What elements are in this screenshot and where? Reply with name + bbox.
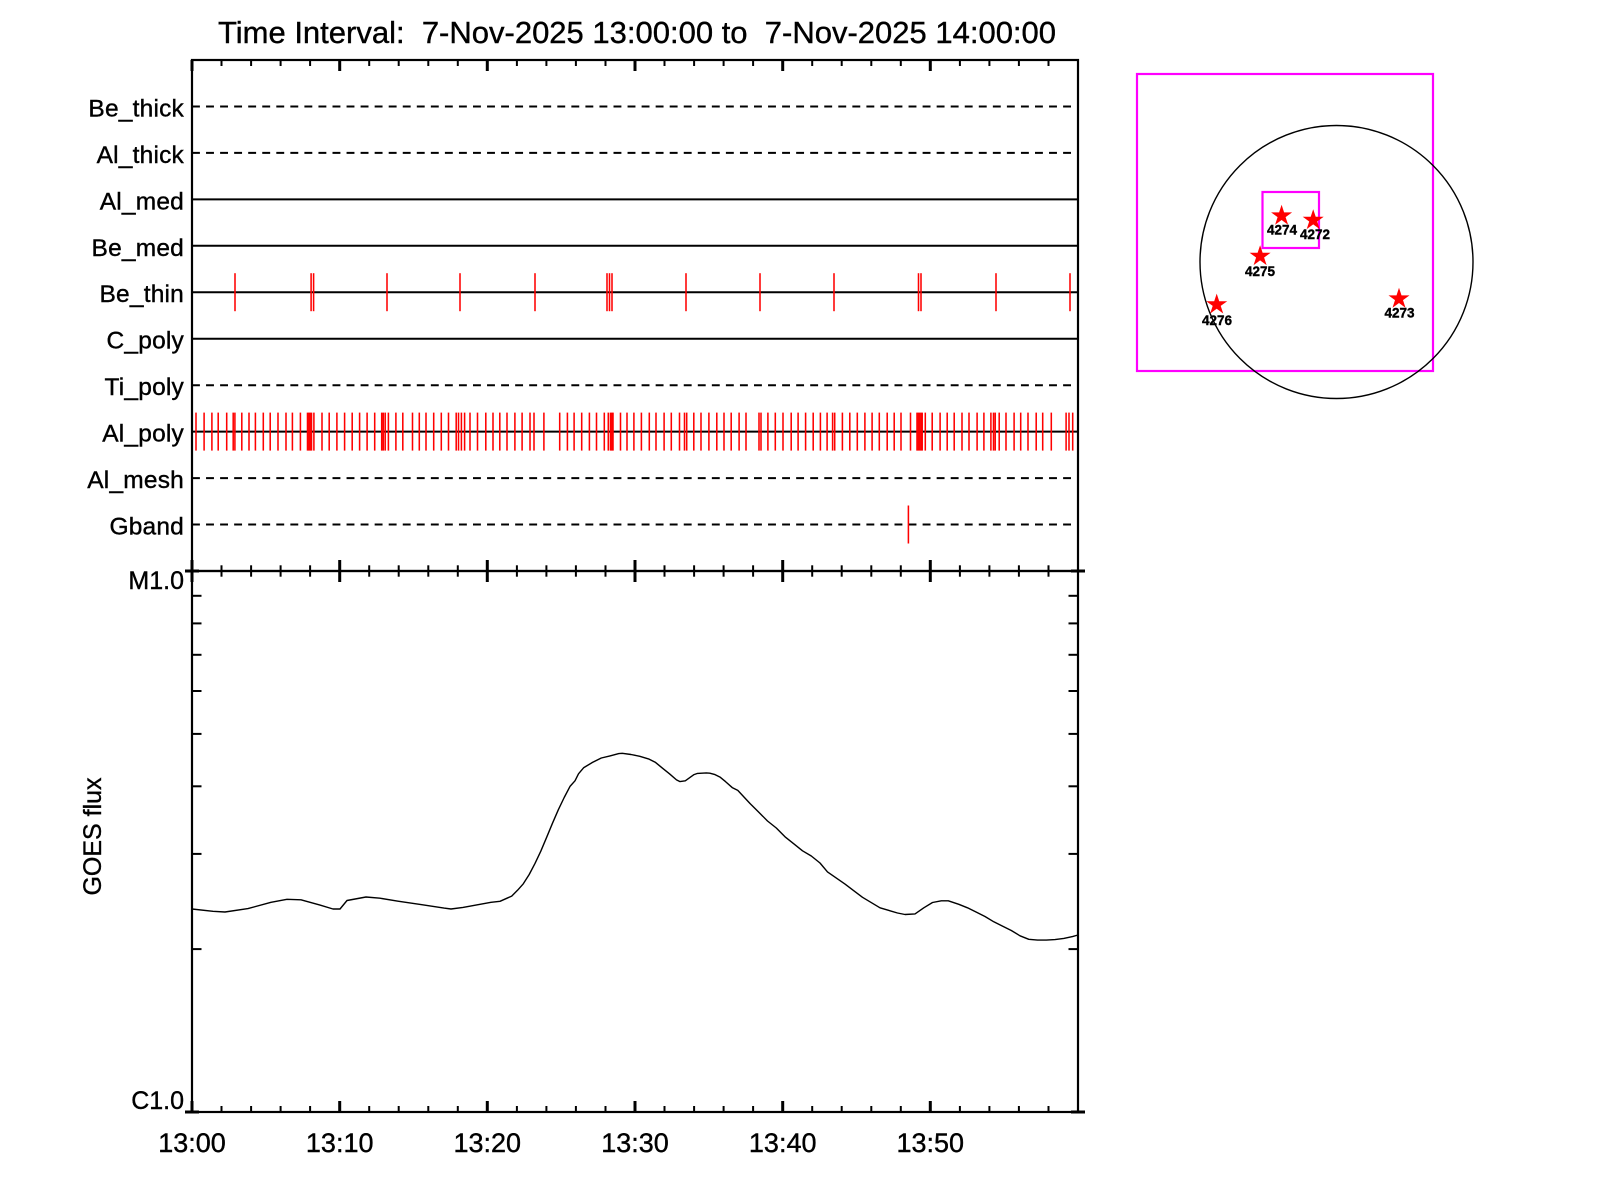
svg-text:Al_poly: Al_poly xyxy=(102,421,184,448)
svg-text:GOES flux: GOES flux xyxy=(79,777,107,896)
svg-text:Be_med: Be_med xyxy=(92,235,184,262)
svg-text:13:20: 13:20 xyxy=(454,1128,522,1158)
svg-text:C1.0: C1.0 xyxy=(131,1087,184,1115)
svg-text:4272: 4272 xyxy=(1300,227,1330,242)
svg-text:4276: 4276 xyxy=(1202,313,1233,328)
svg-text:Be_thick: Be_thick xyxy=(88,96,184,123)
svg-text:C_poly: C_poly xyxy=(107,328,185,355)
svg-text:Al_thick: Al_thick xyxy=(97,142,185,169)
svg-text:Be_thin: Be_thin xyxy=(100,281,185,308)
svg-text:Al_med: Al_med xyxy=(100,188,184,215)
svg-text:13:30: 13:30 xyxy=(601,1128,669,1158)
svg-text:13:40: 13:40 xyxy=(749,1128,817,1158)
svg-text:Time Interval: 7-Nov-2025 13:: Time Interval: 7-Nov-2025 13:00:00 to 7-… xyxy=(218,15,1056,50)
svg-text:Ti_poly: Ti_poly xyxy=(105,374,185,401)
svg-text:Gband: Gband xyxy=(109,514,184,541)
svg-text:Al_mesh: Al_mesh xyxy=(87,467,184,494)
svg-text:M1.0: M1.0 xyxy=(128,567,184,595)
svg-text:13:10: 13:10 xyxy=(306,1128,374,1158)
svg-text:4274: 4274 xyxy=(1267,223,1298,238)
svg-text:13:00: 13:00 xyxy=(158,1128,226,1158)
svg-text:4275: 4275 xyxy=(1245,264,1276,279)
svg-text:13:50: 13:50 xyxy=(897,1128,965,1158)
svg-text:4273: 4273 xyxy=(1384,306,1415,321)
